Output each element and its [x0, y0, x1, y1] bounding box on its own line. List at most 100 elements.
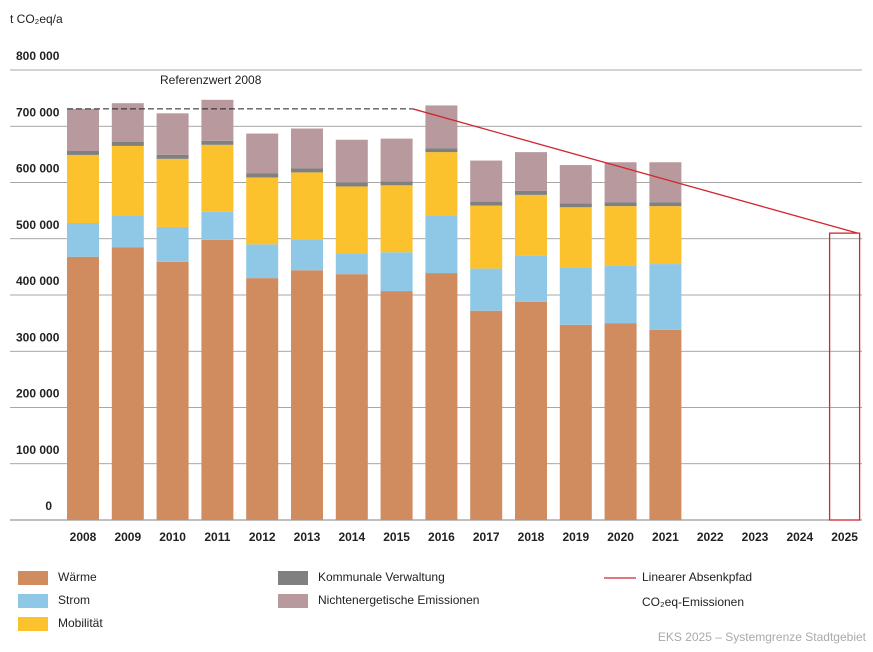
- x-tick-label: 2013: [294, 530, 321, 544]
- legend-swatch: [18, 617, 48, 631]
- x-tick-label: 2016: [428, 530, 455, 544]
- y-tick-label: 700 000: [16, 105, 60, 119]
- bar-segment: [380, 252, 413, 292]
- y-tick-label: 100 000: [16, 443, 60, 457]
- bar-segment: [111, 145, 144, 216]
- x-tick-label: 2012: [249, 530, 276, 544]
- bar-segment: [111, 247, 144, 520]
- target-box: [828, 232, 861, 521]
- bar-segment: [111, 142, 144, 146]
- bar-segment: [604, 162, 637, 203]
- legend-label: Nichtenergetische Emissionen: [318, 593, 479, 607]
- bar-segment: [156, 226, 189, 262]
- bar-segment: [515, 301, 547, 520]
- bar-segment: [335, 186, 368, 254]
- x-tick-label: 2021: [652, 530, 679, 544]
- reference-label: Referenzwert 2008: [160, 73, 262, 87]
- x-tick-label: 2019: [562, 530, 589, 544]
- bar-segment: [380, 291, 413, 520]
- bar-segment: [156, 261, 189, 520]
- bar-segment: [425, 148, 458, 153]
- bar-segment: [111, 215, 144, 248]
- bar-segment: [156, 154, 189, 159]
- bar-segment: [201, 144, 234, 212]
- x-tick-label: 2014: [338, 530, 365, 544]
- bar-segment: [291, 270, 323, 520]
- x-tick-label: 2009: [114, 530, 141, 544]
- source: EKS 2025 – Systemgrenze Stadtgebiet: [658, 630, 867, 644]
- bar-segment: [246, 133, 279, 174]
- bar-segment: [335, 253, 368, 275]
- bar-segment: [111, 103, 144, 142]
- legend-swatch: [278, 594, 308, 608]
- legend-label: Mobilität: [58, 616, 103, 630]
- y-tick-label: 600 000: [16, 162, 60, 176]
- bar-segment: [201, 239, 234, 520]
- x-tick-label: 2025: [831, 530, 858, 544]
- legend-swatch: [278, 571, 308, 585]
- legend-swatch: [18, 571, 48, 585]
- y-tick-label: 800 000: [16, 49, 60, 63]
- x-tick-label: 2022: [697, 530, 724, 544]
- x-tick-label: 2015: [383, 530, 410, 544]
- bar-segment: [515, 190, 547, 195]
- y-tick-label: 400 000: [16, 274, 60, 288]
- y-tick-label: 300 000: [16, 330, 60, 344]
- legend-label: Strom: [58, 593, 90, 607]
- bar-segment: [604, 265, 637, 324]
- legend-swatch: [18, 594, 48, 608]
- bar-segment: [335, 139, 368, 183]
- bar-segment: [380, 138, 413, 182]
- x-tick-label: 2011: [204, 530, 230, 544]
- bar-segment: [67, 223, 99, 257]
- bar-segment: [425, 105, 458, 149]
- bar-segment: [246, 244, 279, 279]
- y-axis-label: t CO₂eq/a: [10, 12, 63, 26]
- x-tick-label: 2024: [786, 530, 813, 544]
- bar-segment: [156, 113, 189, 155]
- bar-segment: [649, 329, 682, 520]
- bar-segment: [470, 268, 503, 311]
- x-tick-label: 2020: [607, 530, 634, 544]
- bar-segment: [380, 185, 413, 253]
- y-tick-label: 500 000: [16, 218, 60, 232]
- legend-label: Linearer Absenkpfad: [642, 570, 752, 584]
- bar-segment: [380, 181, 413, 186]
- legend-label: Wärme: [58, 570, 97, 584]
- bar-segment: [559, 324, 592, 520]
- bar-segment: [335, 274, 368, 520]
- bar-segment: [67, 151, 99, 155]
- x-tick-label: 2010: [159, 530, 186, 544]
- bar-segment: [201, 140, 234, 145]
- x-tick-label: 2018: [518, 530, 545, 544]
- bar-segment: [604, 206, 637, 266]
- bar-segment: [246, 177, 279, 245]
- bar-segment: [291, 172, 323, 240]
- y-tick-label: 0: [45, 499, 52, 513]
- bar-segment: [246, 173, 279, 178]
- target-path: [412, 108, 858, 234]
- bar-segment: [67, 154, 99, 223]
- bar-segment: [246, 278, 279, 520]
- bar-segment: [291, 239, 323, 271]
- bar-segment: [425, 152, 458, 216]
- bar-segment: [604, 202, 637, 207]
- bar-segment: [515, 255, 547, 302]
- bar-segment: [470, 160, 503, 202]
- x-tick-label: 2017: [473, 530, 500, 544]
- bar-segment: [335, 182, 368, 187]
- bar-segment: [470, 205, 503, 269]
- bar-segment: [291, 168, 323, 173]
- bar-segment: [156, 158, 189, 227]
- bar-segment: [559, 207, 592, 268]
- bar-segment: [649, 206, 682, 265]
- legend-label: CO₂eq-Emissionen: [642, 595, 744, 609]
- bar-segment: [649, 264, 682, 330]
- bar-segment: [201, 99, 234, 141]
- bar-segment: [67, 256, 99, 520]
- bar-segment: [470, 310, 503, 520]
- x-tick-label: 2023: [742, 530, 769, 544]
- bar-segment: [67, 108, 99, 151]
- bar-segment: [559, 203, 592, 208]
